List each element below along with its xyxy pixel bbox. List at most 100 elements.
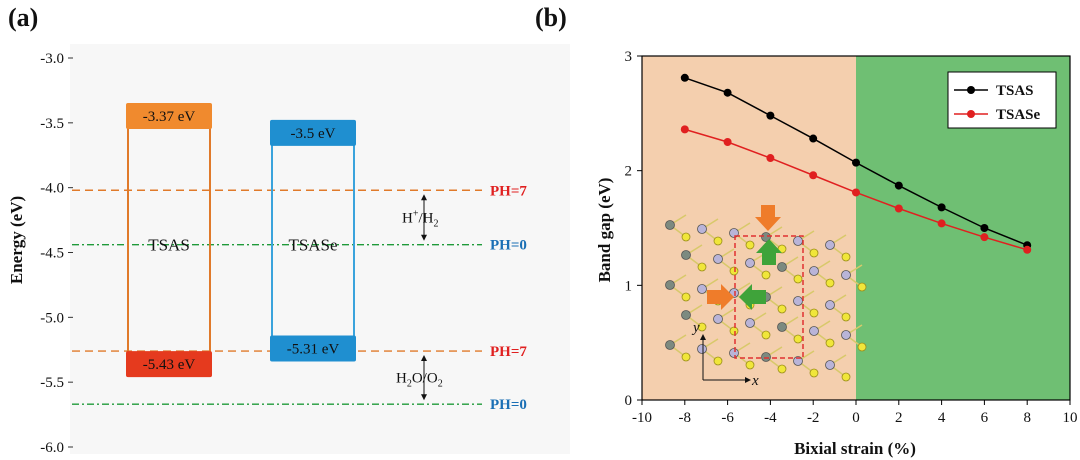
crystal-structure-inset: xy xyxy=(665,205,867,389)
atom-x xyxy=(713,254,723,264)
y-axis-label: Energy (eV) xyxy=(7,196,26,284)
atom-s xyxy=(777,304,787,314)
atom-x xyxy=(793,296,803,306)
reference-label: PH=7 xyxy=(490,344,527,360)
atom-metal xyxy=(665,340,675,350)
legend-marker xyxy=(967,110,975,118)
vbm-box xyxy=(270,335,356,362)
data-point-tsas xyxy=(852,158,860,167)
x-tick-label: -2 xyxy=(807,410,820,426)
x-tick-label: 8 xyxy=(1023,410,1031,426)
atom-s xyxy=(777,364,787,374)
data-point-tsas xyxy=(766,111,775,120)
arrow-head xyxy=(700,334,706,340)
data-point-tsase xyxy=(894,204,903,213)
atom-s xyxy=(761,330,771,340)
atom-s xyxy=(793,274,803,284)
inset-y-label: y xyxy=(691,320,700,336)
cbm-box xyxy=(270,119,356,146)
data-point-tsase xyxy=(680,125,689,134)
x-tick-label: 4 xyxy=(938,410,946,426)
atom-s xyxy=(697,322,707,332)
x-tick-label: 6 xyxy=(981,410,989,426)
atom-x xyxy=(745,318,755,328)
atom-metal xyxy=(777,322,787,332)
atom-s xyxy=(809,368,819,378)
y-tick-label: -5.5 xyxy=(40,375,64,391)
arrow-head-up xyxy=(421,355,427,362)
data-point-tsase xyxy=(809,171,818,180)
series xyxy=(680,73,1032,254)
compress-arrow-icon xyxy=(707,284,734,310)
data-point-tsase xyxy=(852,188,860,197)
atom-metal xyxy=(681,250,691,260)
x-tick-label: 2 xyxy=(895,410,903,426)
expand-arrow-icon xyxy=(739,284,766,310)
atom-metal xyxy=(681,310,691,320)
x-axis: -10 -8 -6 -4 -2 0 2 4 6 8 10 xyxy=(632,400,1078,426)
data-point-tsas xyxy=(809,134,818,143)
material-label: TSAS xyxy=(148,236,190,255)
vbm-label: -5.43 eV xyxy=(143,357,196,373)
data-point-tsas xyxy=(937,203,946,212)
data-point-tsase xyxy=(980,233,989,242)
legend-label: TSASe xyxy=(996,107,1041,123)
atom-x xyxy=(793,236,803,246)
reference-label: PH=7 xyxy=(490,183,527,199)
y-tick-label: -3.0 xyxy=(40,51,64,67)
atom-s xyxy=(857,282,867,292)
atom-s xyxy=(745,240,755,250)
atom-metal xyxy=(761,352,771,362)
arrow-head xyxy=(745,377,751,383)
y-axis-label: Band gap (eV) xyxy=(595,178,614,283)
cbm-label: -3.37 eV xyxy=(143,109,196,125)
x-tick-label: -6 xyxy=(721,410,734,426)
atom-s xyxy=(729,326,739,336)
data-point-tsase xyxy=(937,219,946,228)
compress-arrow-icon xyxy=(755,205,781,231)
atom-s xyxy=(841,372,851,382)
y-axis: 0 1 2 3 xyxy=(625,49,642,409)
atom-x xyxy=(841,330,851,340)
atom-s xyxy=(681,232,691,242)
atom-x xyxy=(729,348,739,358)
x-tick-label: -8 xyxy=(679,410,692,426)
data-point-tsase xyxy=(723,138,732,146)
x-tick-label: 0 xyxy=(852,410,860,426)
legend-marker xyxy=(967,86,975,94)
inset-x-label: x xyxy=(751,373,759,389)
atom-x xyxy=(809,266,819,276)
atom-s xyxy=(761,270,771,280)
data-point-tsas xyxy=(980,224,989,232)
arrow-head-up xyxy=(421,194,427,201)
atom-s xyxy=(729,266,739,276)
unit-cell xyxy=(734,235,804,359)
x-tick-label: 10 xyxy=(1063,410,1078,426)
y-tick-label: 3 xyxy=(625,49,633,65)
atom-x xyxy=(697,224,707,234)
atom-x xyxy=(841,270,851,280)
data-point-tsase xyxy=(766,154,775,163)
reference-label: PH=0 xyxy=(490,238,527,254)
panel-label-a: (a) xyxy=(8,3,38,32)
band-edges: -3.37 eV -5.43 eV TSAS -3.5 eV -5.31 eV TSASe xyxy=(126,102,356,378)
redox-label-h: H+/H2 xyxy=(402,208,438,229)
expand-arrow-icon xyxy=(756,239,782,265)
atom-s xyxy=(825,278,835,288)
vbm-box xyxy=(126,351,212,378)
arrow-head-down xyxy=(421,234,427,241)
atom-s xyxy=(713,236,723,246)
y-tick-label: -4.0 xyxy=(40,181,64,197)
y-tick-label: -5.0 xyxy=(40,310,64,326)
arrow-head-down xyxy=(421,394,427,401)
atom-s xyxy=(681,292,691,302)
atom-x xyxy=(825,300,835,310)
atom-metal xyxy=(761,232,771,242)
atom-metal xyxy=(665,220,675,230)
x-axis-label: Bixial strain (%) xyxy=(794,439,916,458)
atom-x xyxy=(825,360,835,370)
y-tick-label: 1 xyxy=(625,278,633,294)
y-tick-label: -3.5 xyxy=(40,116,64,132)
atom-s xyxy=(857,342,867,352)
legend: TSAS TSASe xyxy=(947,71,1057,129)
